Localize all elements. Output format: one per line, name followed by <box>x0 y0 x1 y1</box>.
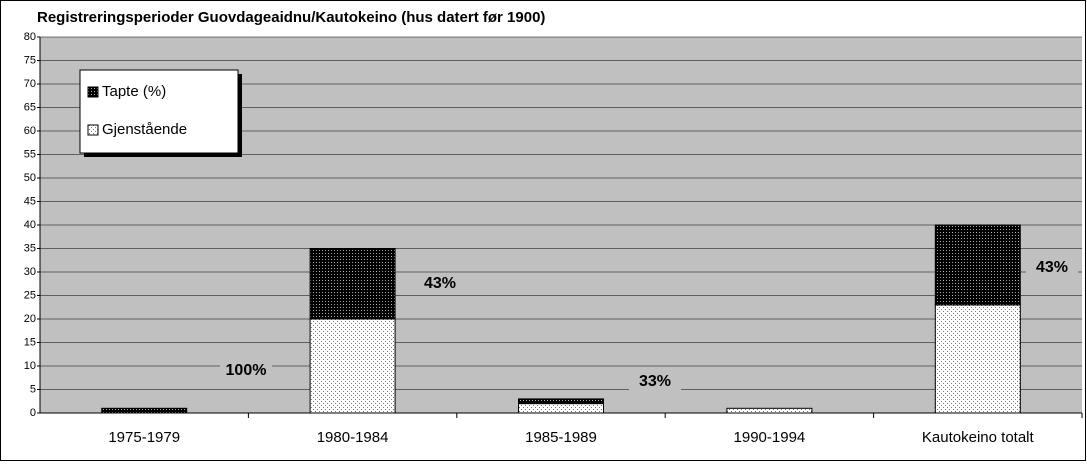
y-tick-label: 5 <box>30 383 36 395</box>
y-tick-label: 65 <box>24 101 36 113</box>
y-tick-label: 80 <box>24 31 36 43</box>
annotation: 43% <box>1036 259 1068 276</box>
y-tick-label: 50 <box>24 172 36 184</box>
annotation-bg <box>629 372 681 392</box>
y-tick-label: 75 <box>24 54 36 66</box>
legend-box <box>79 69 239 154</box>
annotation: 33% <box>639 373 671 390</box>
y-tick-label: 35 <box>24 242 36 254</box>
annotation: 100% <box>226 362 267 379</box>
chart-title: Registreringsperioder Guovdageaidnu/Kaut… <box>37 9 545 26</box>
x-tick-label: 1990-1994 <box>734 429 806 446</box>
y-tick-label: 10 <box>24 360 36 372</box>
bar-segment <box>726 407 813 414</box>
bar-segment <box>518 398 604 405</box>
bar-segment <box>309 318 396 414</box>
y-tick-label: 70 <box>24 78 36 90</box>
y-tick-label: 55 <box>24 148 36 160</box>
bar-segment <box>934 304 1021 414</box>
y-tick-label: 25 <box>24 289 36 301</box>
x-tick-label: 1975-1979 <box>108 429 180 446</box>
y-tick-label: 20 <box>24 313 36 325</box>
legend-swatch <box>87 86 99 98</box>
bar-segment <box>101 407 188 414</box>
annotation-bg <box>1026 258 1078 278</box>
bar-segment <box>518 403 604 414</box>
x-tick-label: 1985-1989 <box>525 429 597 446</box>
x-tick-label: 1980-1984 <box>317 429 389 446</box>
y-tick-label: 40 <box>24 219 36 231</box>
annotation-bg <box>220 361 272 381</box>
legend-swatch <box>87 124 99 136</box>
y-tick-label: 30 <box>24 266 36 278</box>
y-tick-label: 60 <box>24 125 36 137</box>
legend-label: Tapte (%) <box>102 83 166 100</box>
y-tick-label: 0 <box>30 407 36 419</box>
y-tick-label: 45 <box>24 195 36 207</box>
bar-segment <box>934 224 1021 306</box>
annotation: 43% <box>424 275 456 292</box>
annotation-bg <box>414 274 466 294</box>
bar-segment <box>309 248 396 320</box>
y-tick-label: 15 <box>24 336 36 348</box>
legend-label: Gjenstående <box>102 121 187 138</box>
x-tick-label: Kautokeino totalt <box>922 429 1035 446</box>
